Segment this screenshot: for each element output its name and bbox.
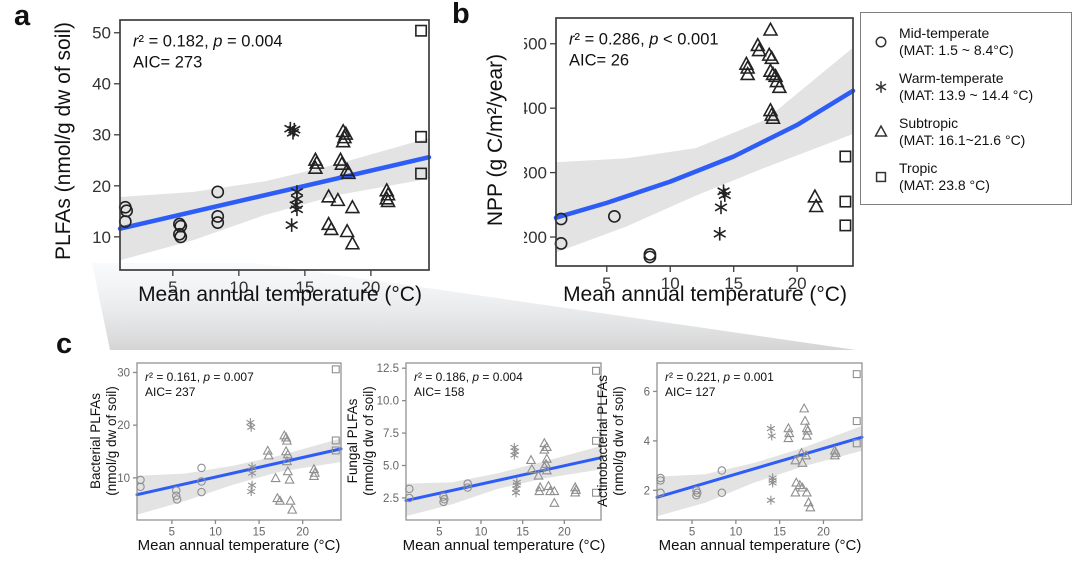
svg-text:6: 6 [644, 386, 650, 398]
x-axis-label-b: Mean annual temperature (°C) [563, 283, 847, 306]
panel-label-a: a [14, 0, 31, 32]
square-icon [875, 171, 887, 183]
y-axis-label-b: NPP (g C/m²/year) [484, 53, 507, 227]
circle-icon [875, 36, 887, 48]
svg-text:10: 10 [229, 278, 248, 297]
legend-item-tropic: Tropic (MAT: 23.8 °C) [869, 160, 1063, 194]
svg-text:500: 500 [524, 35, 547, 54]
svg-text:10: 10 [729, 527, 742, 539]
svg-text:2: 2 [644, 485, 650, 497]
svg-text:AIC= 237: AIC= 237 [145, 385, 196, 399]
svg-text:20: 20 [361, 278, 380, 297]
svg-text:5: 5 [602, 274, 611, 293]
y-axis-label-c3: Actinobacterial PLFAs (nmol/g dw of soil… [595, 374, 626, 508]
svg-text:7.5: 7.5 [383, 428, 399, 440]
svg-text:15: 15 [253, 527, 266, 539]
legend: Mid-temperate (MAT: 1.5 ~ 8.4°C) Warm-te… [860, 12, 1072, 205]
svg-text:r² = 0.221, p = 0.001: r² = 0.221, p = 0.001 [665, 370, 774, 384]
svg-text:20: 20 [296, 527, 309, 539]
svg-text:10.0: 10.0 [377, 396, 399, 408]
svg-text:r² = 0.186, p = 0.004: r² = 0.186, p = 0.004 [414, 370, 523, 384]
y-axis-label-a: PLFAs (nmol/g dw of soil) [52, 21, 75, 261]
svg-text:AIC= 158: AIC= 158 [414, 385, 465, 399]
svg-text:5: 5 [689, 527, 695, 539]
svg-text:5: 5 [169, 527, 175, 539]
legend-item-subtropic: Subtropic (MAT: 16.1~21.6 °C) [869, 115, 1063, 149]
svg-text:10: 10 [661, 274, 680, 293]
svg-text:AIC= 26: AIC= 26 [569, 52, 629, 70]
svg-text:AIC= 127: AIC= 127 [665, 385, 716, 399]
svg-text:30: 30 [117, 368, 130, 380]
panel-label-b: b [452, 0, 470, 30]
svg-text:200: 200 [524, 228, 547, 247]
svg-text:5.0: 5.0 [383, 461, 399, 473]
svg-text:50: 50 [92, 24, 111, 43]
svg-text:40: 40 [92, 75, 111, 94]
legend-sublabel: (MAT: 13.9 ~ 14.4 °C) [899, 87, 1034, 103]
x-axis-label-c3: Mean annual temperature (°C) [658, 537, 862, 554]
chart-b: 5 10 15 20 200 300 400 500 r² = 0.286, p < 0.001… [524, 17, 856, 293]
svg-text:20: 20 [92, 177, 111, 196]
svg-text:10: 10 [92, 228, 111, 247]
svg-text:r² = 0.182, p = 0.004: r² = 0.182, p = 0.004 [133, 33, 283, 51]
svg-text:15: 15 [295, 278, 314, 297]
svg-text:20: 20 [117, 420, 130, 432]
svg-text:4: 4 [644, 436, 651, 448]
svg-text:15: 15 [724, 274, 743, 293]
legend-item-mid-temperate: Mid-temperate (MAT: 1.5 ~ 8.4°C) [869, 25, 1063, 59]
svg-text:10: 10 [117, 473, 130, 485]
svg-text:15: 15 [773, 527, 786, 539]
legend-label: Mid-temperate [899, 25, 990, 41]
chart-a: 5 10 15 20 10 20 30 40 50 r² = 0.182, p = 0.004 AI… [92, 19, 432, 297]
svg-text:12.5: 12.5 [377, 363, 399, 375]
svg-text:5: 5 [168, 278, 177, 297]
legend-label: Subtropic [899, 115, 959, 131]
svg-text:r² = 0.286, p < 0.001: r² = 0.286, p < 0.001 [569, 31, 719, 49]
legend-sublabel: (MAT: 23.8 °C) [899, 177, 990, 193]
panel-label-c: c [56, 328, 73, 360]
svg-text:10: 10 [475, 527, 488, 539]
x-axis-label-a: Mean annual temperature (°C) [138, 283, 422, 306]
legend-sublabel: (MAT: 1.5 ~ 8.4°C) [899, 42, 1014, 58]
svg-text:20: 20 [817, 527, 830, 539]
asterisk-icon [875, 81, 887, 93]
x-axis-label-c1: Mean annual temperature (°C) [137, 537, 341, 554]
chart-c-fungal: 5 10 15 20 2.5 5.0 7.5 10.0 12.5 r² = 0.186, p = … [377, 362, 603, 539]
svg-text:300: 300 [524, 164, 547, 183]
svg-text:400: 400 [524, 99, 547, 118]
legend-sublabel: (MAT: 16.1~21.6 °C) [899, 132, 1026, 148]
x-axis-label-c2: Mean annual temperature (°C) [402, 537, 606, 554]
svg-text:15: 15 [516, 527, 529, 539]
legend-label: Tropic [899, 160, 938, 176]
triangle-icon [874, 124, 888, 137]
svg-text:2.5: 2.5 [383, 493, 399, 505]
legend-item-warm-temperate: Warm-temperate (MAT: 13.9 ~ 14.4 °C) [869, 70, 1063, 104]
svg-text:AIC= 273: AIC= 273 [133, 54, 202, 72]
svg-text:20: 20 [788, 274, 807, 293]
svg-text:r² = 0.161, p = 0.007: r² = 0.161, p = 0.007 [145, 370, 254, 384]
svg-text:20: 20 [558, 527, 571, 539]
svg-text:30: 30 [92, 126, 111, 145]
svg-text:10: 10 [209, 527, 222, 539]
svg-text:5: 5 [436, 527, 442, 539]
legend-label: Warm-temperate [899, 70, 1004, 86]
y-axis-label-c2: Fungal PLFAs (nmol/g dw of soil) [345, 386, 376, 496]
